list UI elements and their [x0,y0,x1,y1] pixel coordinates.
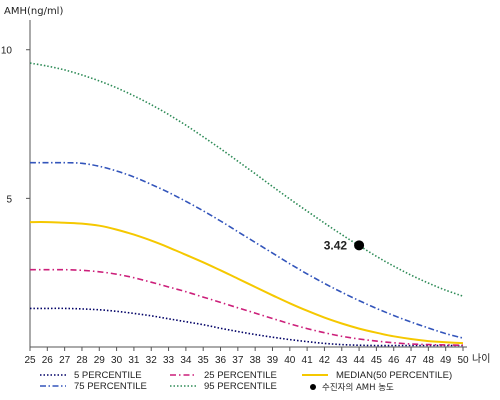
x-tick-label: 28 [76,355,88,366]
patient-point-label: 3.42 [324,238,348,252]
x-tick-label: 43 [336,355,348,366]
x-tick-label: 38 [250,355,262,366]
x-tick-label: 44 [354,355,366,366]
x-tick-label: 34 [180,355,192,366]
legend-point-label: 수진자의 AMH 농도 [322,382,394,393]
x-tick-label: 45 [371,355,383,366]
legend-label: 25 PERCENTILE [204,370,277,381]
legend: 5 PERCENTILE 25 PERCENTILE MEDIAN(50 PERCE… [40,370,452,393]
y-axis-title: AMH(ng/ml) [4,6,63,17]
legend-label: MEDIAN(50 PERCENTILE) [336,370,452,381]
series-line-3 [30,161,464,339]
x-tick-label: 33 [163,355,175,366]
x-axis-title: 나이 [472,353,490,365]
series-line-1 [29,268,464,346]
x-tick-label: 27 [59,355,71,366]
y-axis-ticks: 5 10 [1,46,30,205]
x-tick-label: 50 [457,355,469,366]
x-tick-label: 41 [302,355,314,366]
x-tick-label: 36 [215,355,227,366]
legend-point-swatch [310,384,316,390]
x-tick-label: 26 [42,355,54,366]
x-tick-label: 40 [284,355,296,366]
x-tick-label: 48 [423,355,435,366]
x-tick-label: 29 [94,355,106,366]
x-tick-label: 46 [388,355,400,366]
series-lines [29,62,464,347]
x-tick-label: 32 [146,355,158,366]
x-tick-label: 42 [319,355,331,366]
x-tick-label: 31 [128,355,140,366]
x-axis-ticks: 25 26 27 28 29 30 31 32 33 34 35 36 37 38 39 40 41 42 43 44… [24,347,469,366]
series-line-2 [29,221,464,345]
x-tick-label: 39 [267,355,279,366]
x-tick-label: 25 [24,355,36,366]
legend-label: 95 PERCENTILE [204,381,277,392]
series-line-4 [29,62,464,297]
x-tick-label: 35 [198,355,210,366]
legend-label: 5 PERCENTILE [74,370,142,381]
patient-marker: 3.42 [324,238,365,252]
patient-point [354,240,365,251]
x-tick-label: 49 [440,355,452,366]
y-tick-label: 5 [6,194,12,205]
y-tick-label: 10 [1,46,13,57]
x-tick-label: 30 [111,355,123,366]
x-tick-label: 37 [232,355,244,366]
x-tick-label: 47 [405,355,417,366]
series-line-0 [30,307,463,347]
legend-label: 75 PERCENTILE [74,381,147,392]
